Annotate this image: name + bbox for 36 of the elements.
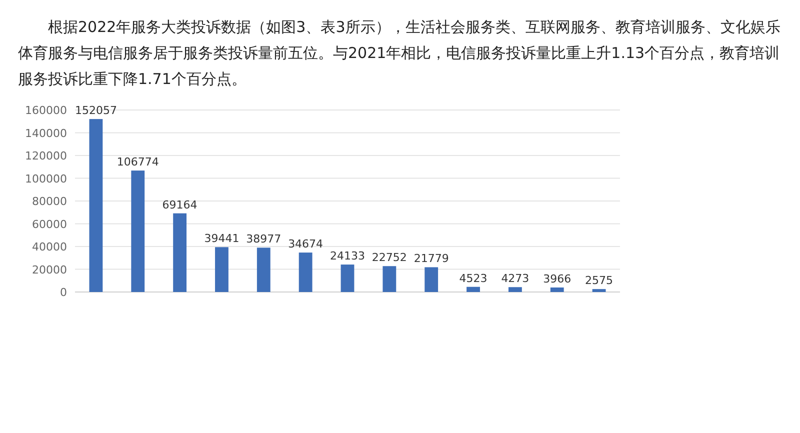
data-label: 34674 — [288, 238, 324, 251]
y-tick-label: 20000 — [32, 263, 67, 276]
y-tick-label: 0 — [60, 286, 67, 299]
y-tick-label: 80000 — [32, 195, 67, 208]
data-label: 4523 — [459, 272, 488, 285]
data-label: 4273 — [501, 272, 530, 286]
data-label: 152057 — [74, 104, 117, 118]
data-label: 106774 — [116, 156, 159, 169]
bar — [508, 287, 522, 292]
bar — [424, 267, 438, 292]
bar — [592, 289, 606, 292]
data-label: 22752 — [372, 251, 407, 264]
bar — [215, 247, 228, 292]
y-tick-label: 40000 — [32, 240, 67, 254]
chart-title: 根据2022年服务大类投诉数据（如图3、表3所示），生活社会服务类、互联网服务、教育培训服务、文化娱乐体育服务与电信服务居于服务类投诉量前五位。与2021年相比，电信服务投诉量比重上升1.13个百分点，教育培训服务投诉比重下降1.71个百分点。 — [18, 17, 782, 90]
bar — [173, 213, 187, 292]
data-label: 3966 — [543, 272, 572, 286]
y-tick-label: 100000 — [25, 172, 67, 186]
bar — [550, 287, 564, 292]
data-label: 69164 — [162, 198, 198, 212]
data-label: 2575 — [585, 274, 614, 288]
data-label: 21779 — [414, 252, 449, 266]
data-label: 38977 — [246, 232, 282, 246]
bar — [298, 252, 312, 292]
data-label: 24133 — [330, 250, 365, 263]
bar — [89, 119, 103, 292]
y-tick-label: 120000 — [25, 150, 67, 162]
data-label: 39441 — [204, 232, 240, 246]
bar — [340, 264, 354, 292]
bar — [382, 266, 396, 292]
y-tick-label: 60000 — [32, 218, 67, 231]
bar — [466, 286, 480, 292]
y-tick-label: 140000 — [25, 126, 67, 140]
bar — [256, 248, 270, 292]
bar — [131, 170, 145, 292]
y-tick-label: 160000 — [25, 104, 67, 117]
